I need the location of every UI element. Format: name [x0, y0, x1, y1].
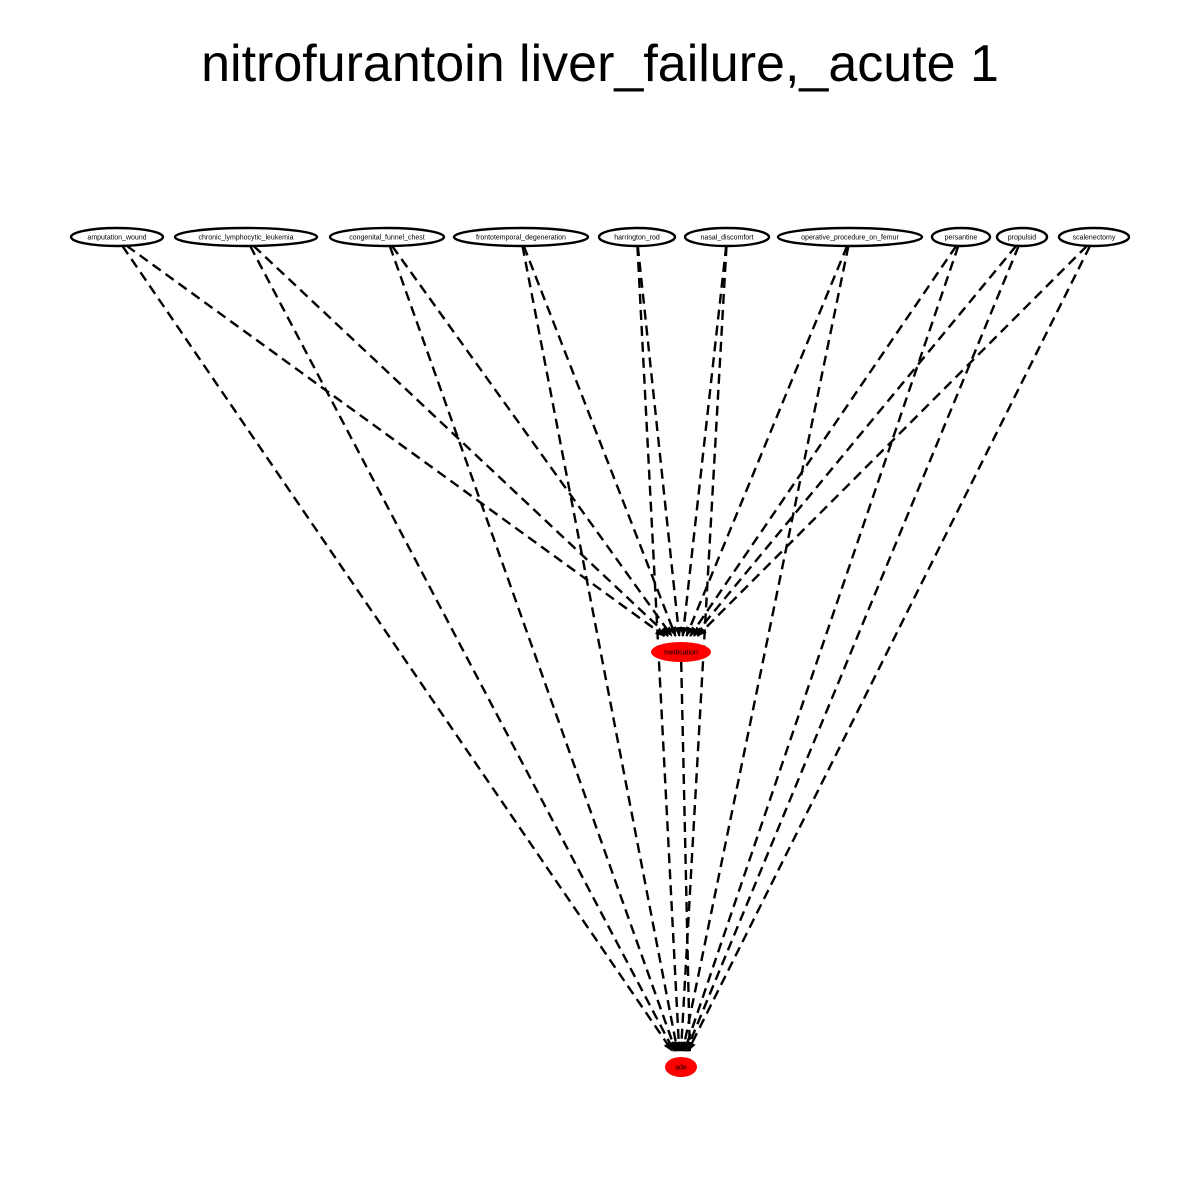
- edge-scalenectomy-to-ade: [688, 246, 1090, 1051]
- nodes-layer: amputation_wound chronic_lymphocytic_leuk…: [71, 228, 1129, 1077]
- edge-congenital_funnel_chest-to-medication: [392, 246, 672, 636]
- node-congenital_funnel_chest: congenital_funnel_chest: [330, 228, 444, 246]
- node-label-scalenectomy: scalenectomy: [1073, 235, 1116, 242]
- node-label-medication: medication: [664, 650, 698, 657]
- node-label-congenital_funnel_chest: congenital_funnel_chest: [349, 235, 425, 242]
- node-amputation_wound: amputation_wound: [71, 228, 163, 246]
- edge-chronic_lymphocytic_leukemia-to-ade: [250, 246, 674, 1051]
- node-label-harrington_rod: harrington_rod: [614, 235, 660, 242]
- node-ade: ade: [665, 1057, 697, 1077]
- edge-chronic_lymphocytic_leukemia-to-medication: [254, 246, 669, 636]
- node-label-ade: ade: [675, 1065, 687, 1072]
- node-chronic_lymphocytic_leukemia: chronic_lymphocytic_leukemia: [175, 228, 317, 246]
- node-label-frontotemporal_degeneration: frontotemporal_degeneration: [476, 235, 566, 242]
- node-harrington_rod: harrington_rod: [599, 228, 675, 246]
- edge-operative_procedure_on_femur-to-medication: [687, 246, 848, 636]
- edge-propulsid-to-medication: [694, 246, 1016, 636]
- edge-amputation_wound-to-medication: [127, 246, 665, 636]
- edge-amputation_wound-to-ade: [122, 246, 672, 1051]
- node-label-propulsid: propulsid: [1008, 235, 1037, 242]
- edge-persantine-to-ade: [685, 246, 959, 1051]
- edge-congenital_funnel_chest-to-ade: [390, 246, 676, 1051]
- edge-scalenectomy-to-medication: [698, 246, 1088, 636]
- node-nasal_discomfort: nasal_discomfort: [685, 228, 769, 246]
- node-operative_procedure_on_femur: operative_procedure_on_femur: [778, 228, 922, 246]
- edge-harrington_rod-to-medication: [638, 246, 679, 636]
- node-persantine: persantine: [932, 228, 990, 246]
- node-scalenectomy: scalenectomy: [1059, 228, 1129, 246]
- node-frontotemporal_degeneration: frontotemporal_degeneration: [454, 228, 588, 246]
- edges-layer: [122, 246, 1090, 1051]
- edge-propulsid-to-ade: [686, 246, 1018, 1051]
- edge-medication-to-ade: [681, 662, 690, 1051]
- node-label-amputation_wound: amputation_wound: [87, 235, 146, 242]
- node-label-persantine: persantine: [945, 235, 978, 242]
- node-label-chronic_lymphocytic_leukemia: chronic_lymphocytic_leukemia: [199, 235, 294, 242]
- node-label-operative_procedure_on_femur: operative_procedure_on_femur: [801, 235, 899, 242]
- edge-nasal_discomfort-to-medication: [683, 246, 726, 636]
- node-propulsid: propulsid: [997, 228, 1047, 246]
- edge-frontotemporal_degeneration-to-medication: [524, 246, 676, 636]
- node-medication: medication: [651, 642, 711, 662]
- edge-persantine-to-medication: [690, 246, 956, 636]
- node-label-nasal_discomfort: nasal_discomfort: [701, 235, 754, 242]
